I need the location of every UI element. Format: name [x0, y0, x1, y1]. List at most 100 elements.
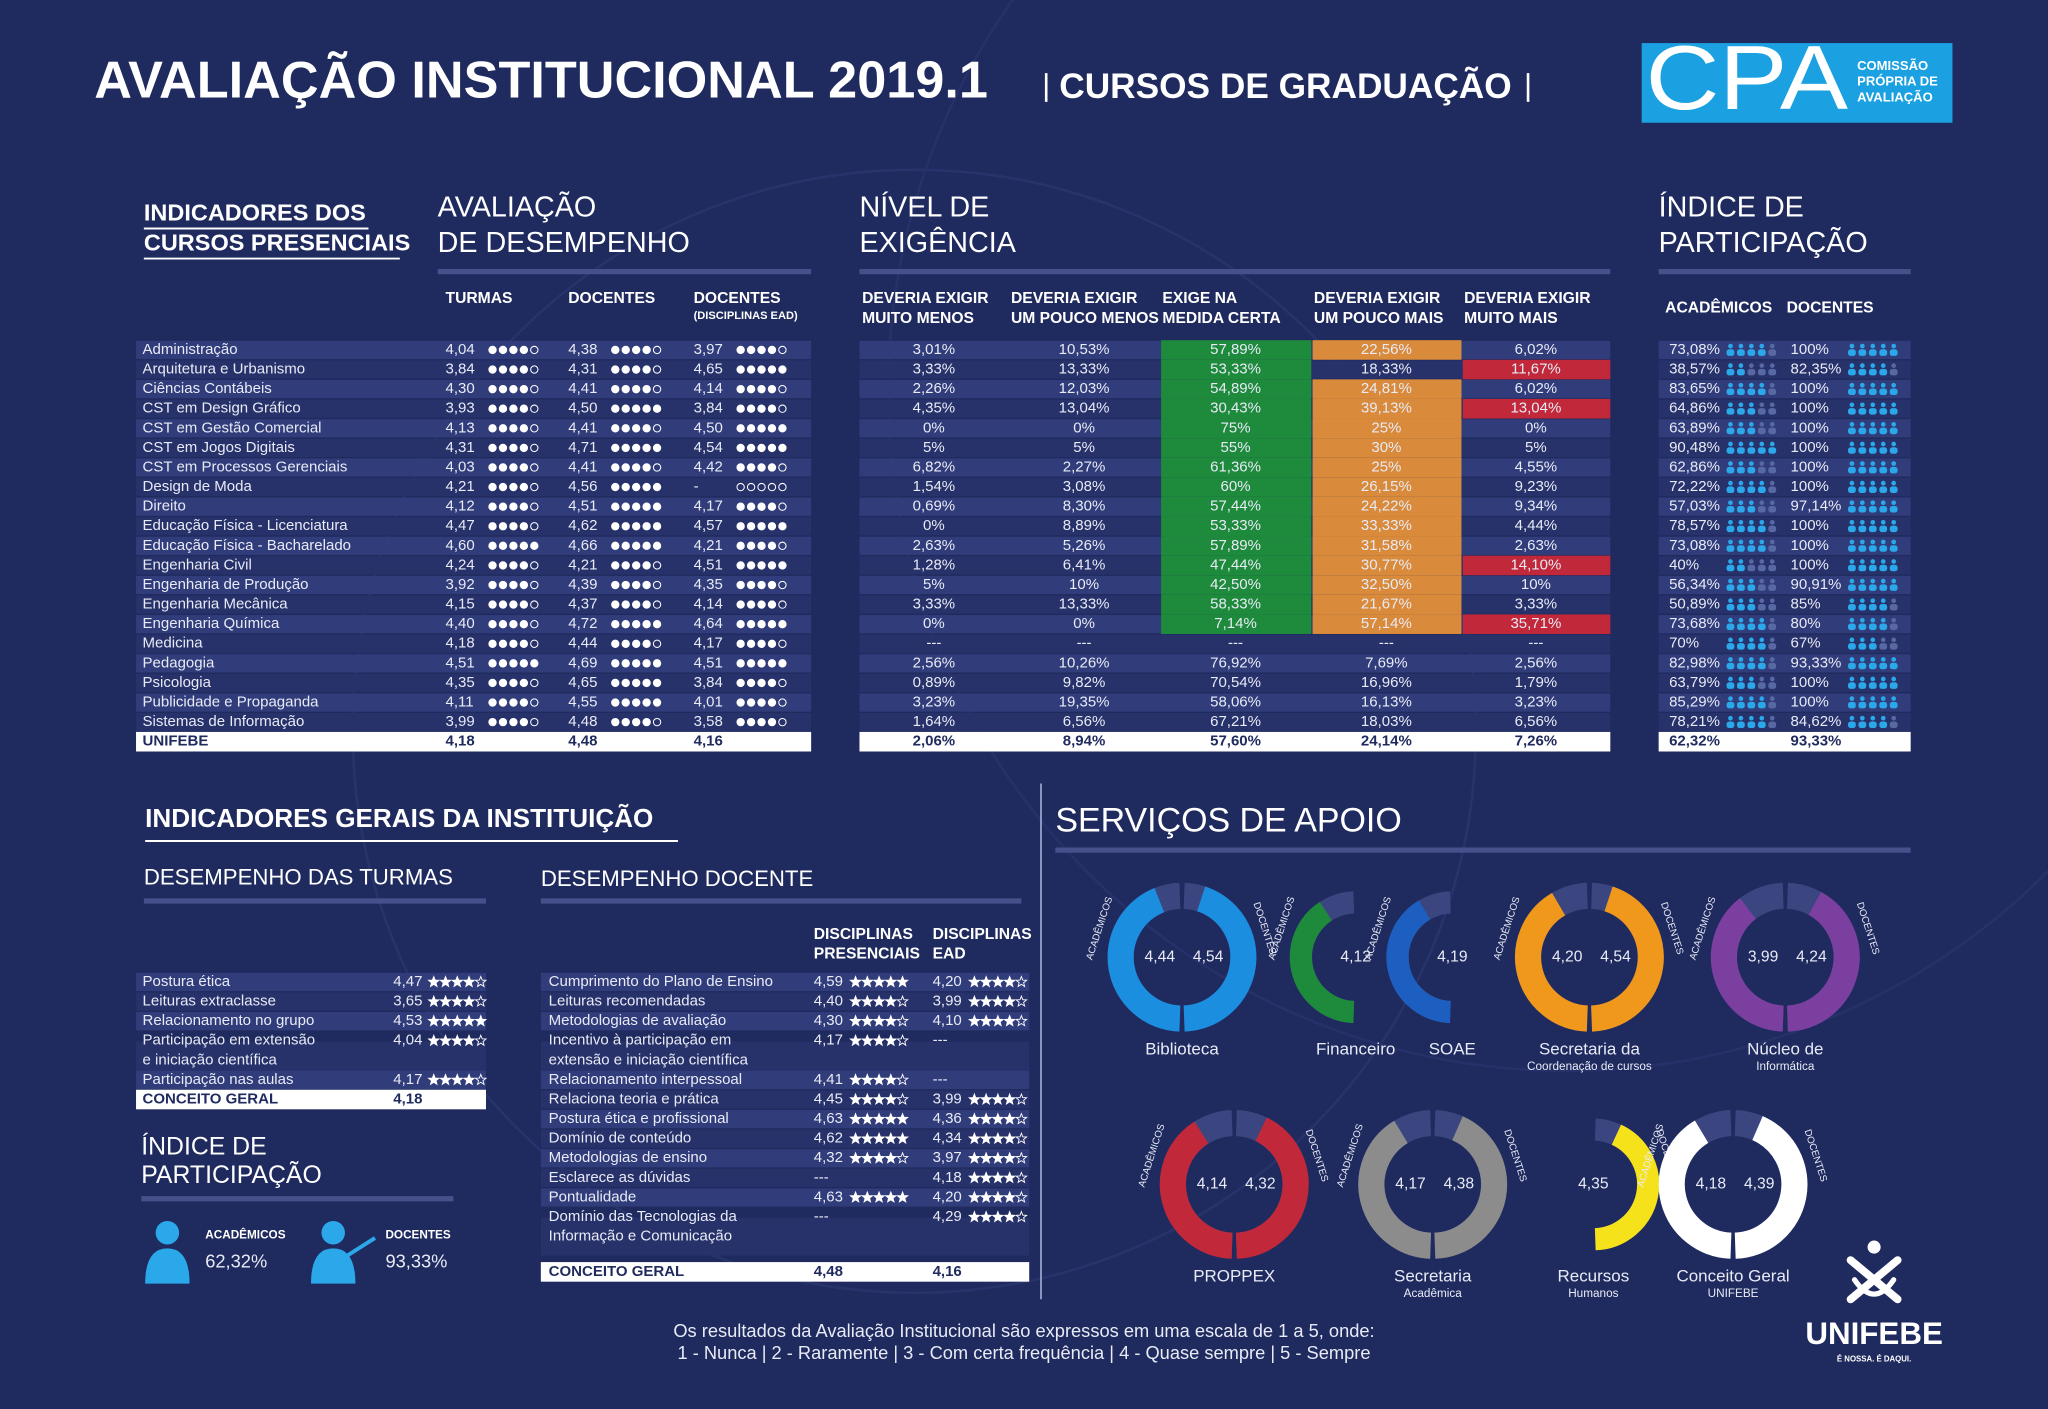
rating-dot	[746, 424, 756, 433]
person-body	[1768, 701, 1777, 709]
person-body	[1889, 662, 1898, 670]
brand-name: UNIFEBE	[1805, 1316, 1943, 1351]
person-head	[1849, 696, 1855, 701]
logo-box	[1641, 43, 1953, 123]
percent: 6,02%	[1515, 341, 1558, 358]
person-body	[1768, 623, 1777, 631]
person-head	[1849, 598, 1855, 604]
block-title: ÍNDICE DE	[141, 1133, 266, 1160]
row-stripe	[540, 992, 1030, 1011]
rating-dot	[642, 522, 651, 531]
participation: 97,14%	[1791, 498, 1842, 515]
person-head	[1859, 559, 1865, 564]
rating-dot	[519, 502, 529, 511]
person-body	[1879, 447, 1888, 454]
rating-dot	[778, 620, 787, 629]
person-body	[1726, 506, 1735, 513]
rating-star	[979, 975, 993, 988]
rating-dot	[778, 522, 787, 531]
person-head	[1738, 441, 1744, 447]
rating-dot	[746, 443, 756, 453]
percent: 24,81%	[1361, 380, 1412, 397]
person-head	[1738, 598, 1744, 604]
indicator: Cumprimento do Plano de Ensino	[549, 973, 773, 990]
person-body	[1736, 545, 1745, 552]
person-head	[1870, 696, 1876, 701]
person-head	[1759, 715, 1765, 721]
rating-dot	[509, 620, 518, 629]
person-body	[1847, 564, 1856, 572]
participation: 100%	[1791, 439, 1829, 456]
score: 4,21	[568, 556, 597, 573]
person-body	[1726, 486, 1735, 493]
percent: 30,43%	[1210, 400, 1261, 417]
score: 4,65	[568, 674, 597, 691]
person-head	[1769, 519, 1775, 525]
rating-dot	[746, 365, 756, 374]
rating-dot	[642, 717, 651, 727]
rating-dot	[778, 639, 787, 648]
score: 3,99	[933, 1090, 962, 1107]
rating-dot	[611, 345, 620, 355]
rating-star	[872, 1112, 886, 1125]
rating-dot	[757, 345, 766, 355]
rating-star	[1003, 1014, 1017, 1027]
person-body	[1847, 603, 1856, 611]
person-head	[1880, 657, 1886, 662]
person-head	[1849, 657, 1855, 662]
percent: 0%	[923, 517, 945, 534]
person-body	[1889, 525, 1898, 533]
percent: 2,26%	[913, 380, 956, 397]
person-body	[1736, 603, 1745, 611]
person-head	[1891, 715, 1897, 721]
rating-dot	[509, 424, 518, 433]
person-body	[1747, 466, 1756, 474]
rating-star	[1014, 1151, 1028, 1164]
percent: 7,26%	[1515, 733, 1558, 750]
rating-star	[967, 1131, 981, 1145]
row-stripe	[1658, 340, 1911, 360]
person-body	[1768, 368, 1777, 376]
person-body	[1879, 408, 1888, 415]
score: 4,18	[446, 733, 475, 750]
rating-dot	[509, 502, 518, 511]
rating-dot	[767, 541, 777, 551]
service-name: SOAE	[1429, 1039, 1476, 1058]
rating-dot	[498, 482, 508, 492]
column-header: MEDIDA CERTA	[1162, 310, 1280, 327]
brand-dot	[1867, 1240, 1881, 1254]
indicator: Leituras recomendadas	[549, 993, 706, 1010]
person-head	[1728, 422, 1733, 427]
percent: 10,53%	[1059, 341, 1110, 358]
rating-dot	[631, 365, 641, 374]
person-head	[1859, 363, 1865, 368]
course-name: Medicina	[143, 635, 204, 652]
person-head	[1769, 676, 1775, 682]
person-head	[1728, 715, 1733, 721]
rating-dot	[736, 345, 745, 355]
service-name: Secretaria	[1394, 1267, 1472, 1286]
course-name: Psicologia	[143, 674, 212, 691]
rating-dot	[488, 698, 497, 707]
rating-dot	[498, 365, 508, 374]
rating-dot	[611, 541, 620, 551]
score: 3,93	[446, 400, 475, 417]
person-body	[1768, 584, 1777, 591]
highlight-cell	[1161, 555, 1312, 576]
rating-dot	[652, 620, 662, 629]
column-header: DISCIPLINAS	[814, 926, 913, 943]
rating-dot	[778, 404, 787, 413]
rating-dot	[621, 404, 630, 413]
highlight-cell	[1161, 477, 1312, 497]
percent: 5%	[923, 576, 945, 593]
person-head	[1728, 617, 1733, 623]
rating-star	[450, 1014, 464, 1027]
rating-star	[1003, 1131, 1017, 1145]
column-header: UM POUCO MENOS	[1011, 310, 1159, 327]
total-score: 4,16	[933, 1263, 962, 1280]
person-head	[1849, 382, 1855, 388]
highlight-cell	[1161, 614, 1312, 634]
row-stripe	[1658, 477, 1911, 497]
row-stripe	[136, 1070, 486, 1090]
highlight-cell	[1161, 359, 1312, 380]
